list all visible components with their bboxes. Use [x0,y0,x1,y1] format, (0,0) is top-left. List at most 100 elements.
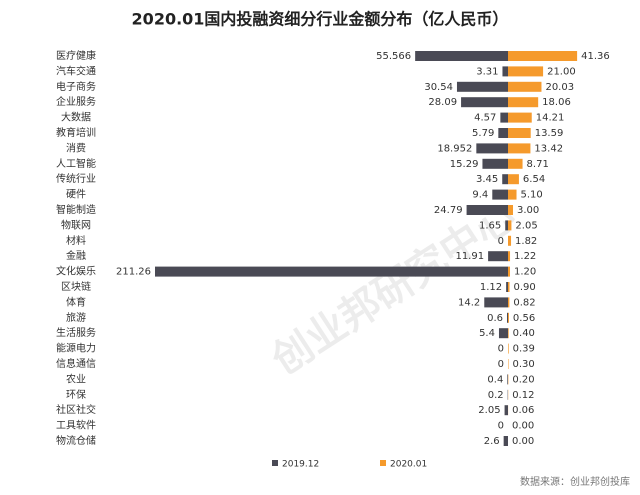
value-label: 1.12 [480,282,502,293]
value-label: 2.6 [484,436,500,447]
value-label: 0.6 [487,313,503,324]
value-label: 1.65 [479,220,501,231]
value-label: 8.71 [527,159,549,170]
value-label: 1.20 [514,267,536,278]
value-label: 0.2 [488,390,504,401]
value-label: 14.2 [458,297,480,308]
value-label: 5.4 [479,328,495,339]
category-label: 企业服务 [56,95,96,108]
category-label: 社区社交 [56,403,96,416]
chart-title: 2020.01国内投融资细分行业金额分布（亿人民币） [132,10,509,29]
bar [492,189,508,200]
value-label: 0.4 [487,374,503,385]
bar [508,235,512,246]
category-label: 人工智能 [56,157,96,170]
bar [508,97,539,108]
bar [508,51,578,61]
bar [482,158,508,169]
value-label: 3.45 [476,174,498,185]
legend-label: 2019.12 [282,460,319,470]
category-label: 教育培训 [56,126,96,139]
category-label: 体育 [66,295,86,308]
category-label: 医疗健康 [56,49,96,62]
value-label: 24.79 [434,205,463,216]
value-label: 1.82 [515,236,537,247]
source-note: 数据来源：创业邦创投库 [520,475,630,488]
value-label: 5.79 [472,128,494,139]
category-label: 金融 [66,249,86,262]
bar [508,297,510,308]
value-label: 0.20 [512,374,534,385]
value-label: 2.05 [515,220,537,231]
legend-swatch [272,460,278,466]
value-label: 0.00 [512,421,534,432]
bar [498,328,508,339]
bar [415,51,508,61]
bar [508,343,509,354]
bar [498,128,508,138]
value-label: 13.59 [535,128,564,139]
value-label: 0 [498,236,504,247]
value-label: 211.26 [116,267,151,278]
category-label: 智能制造 [56,203,96,216]
value-label: 0.00 [512,436,534,447]
bar [502,66,508,77]
value-label: 0 [498,359,504,370]
value-label: 15.29 [450,159,479,170]
bar [508,266,511,277]
bar [500,112,508,123]
value-label: 0.56 [513,313,535,324]
category-label: 工具软件 [56,419,96,432]
bar [508,205,514,215]
value-label: 1.22 [514,251,536,262]
bar [508,143,531,154]
category-label: 文化娱乐 [56,265,96,278]
value-label: 41.36 [581,51,610,62]
category-label: 物联网 [61,218,91,231]
category-label: 材料 [66,234,86,247]
category-label: 物流仓储 [56,434,96,447]
bar [488,251,508,262]
bar [508,282,510,292]
bar [508,81,542,92]
category-label: 传统行业 [56,172,96,185]
category-label: 区块链 [61,280,91,293]
bar [508,128,531,138]
category-label: 农业 [66,372,86,385]
value-label: 0.39 [513,344,535,355]
value-label: 20.03 [545,82,574,93]
value-label: 14.21 [536,113,565,124]
value-label: 28.09 [428,97,457,108]
bar [484,297,508,308]
category-label: 生活服务 [56,326,96,339]
bar [508,328,509,339]
value-label: 6.54 [523,174,545,185]
bar [466,205,508,215]
bar [155,266,508,277]
bar [508,359,509,369]
value-label: 0.06 [512,405,534,416]
bar [505,220,508,231]
value-label: 3.00 [517,205,539,216]
bar [508,189,517,200]
value-label: 2.05 [478,405,500,416]
bar [456,81,508,92]
bar [476,143,508,154]
category-label: 硬件 [66,189,86,201]
legend-label: 2020.01 [390,460,427,470]
value-label: 4.57 [474,113,496,124]
category-label: 消费 [66,141,86,154]
value-label: 5.10 [521,190,543,201]
bar [508,174,519,185]
value-label: 55.566 [376,51,411,62]
value-label: 0 [498,344,504,355]
bar [508,312,509,323]
value-label: 0.82 [513,297,535,308]
value-label: 18.952 [437,143,472,154]
category-label: 环保 [66,388,86,401]
value-label: 11.91 [455,251,484,262]
value-label: 18.06 [542,97,571,108]
category-label: 汽车交通 [56,64,96,77]
value-label: 0.12 [512,390,534,401]
